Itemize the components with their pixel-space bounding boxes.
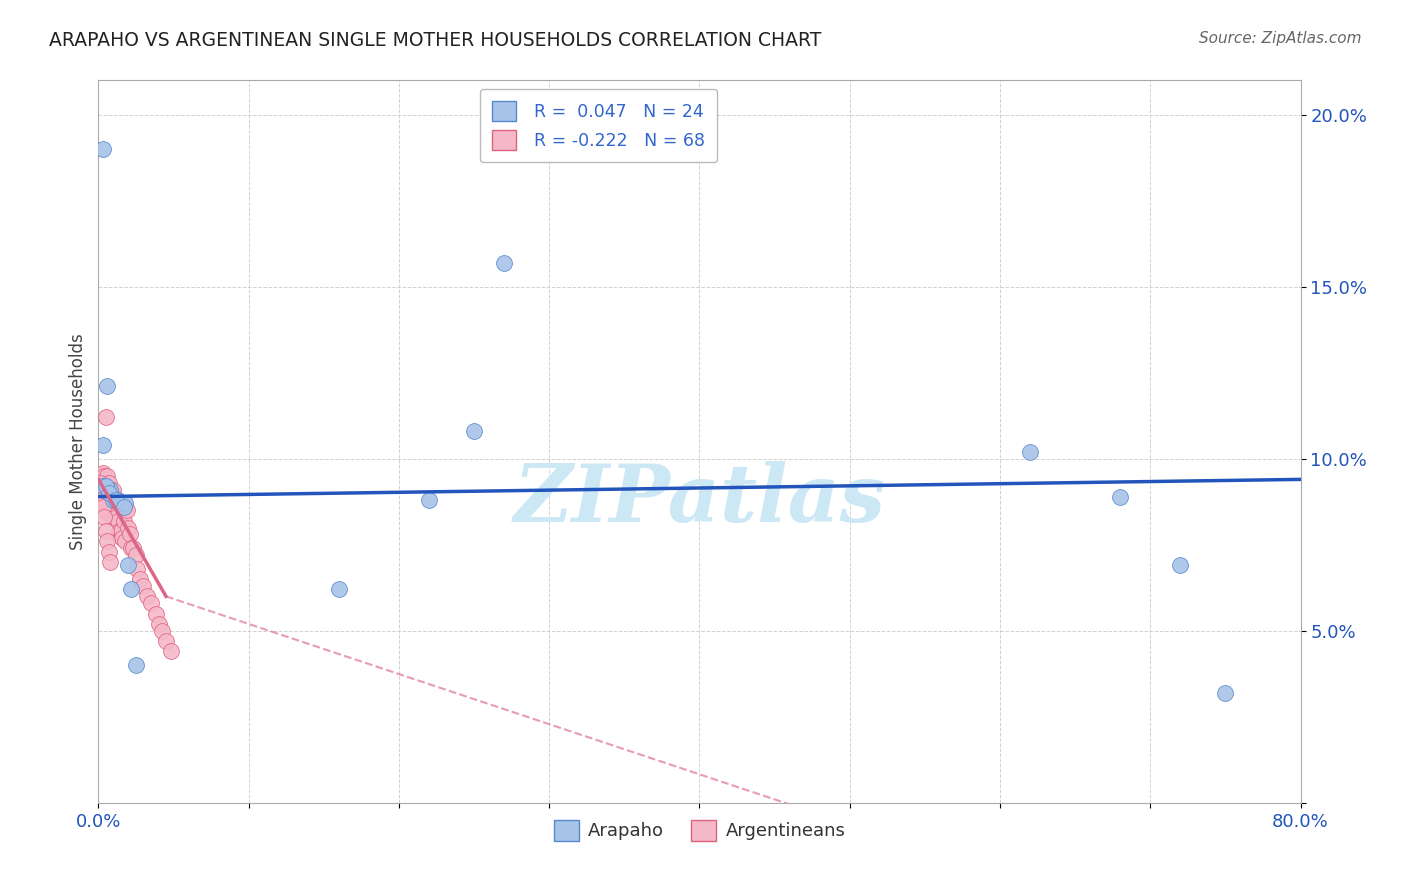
Point xyxy=(91,490,114,504)
Point xyxy=(107,493,129,508)
Point xyxy=(104,500,127,514)
Point xyxy=(1109,490,1132,504)
Point xyxy=(107,527,129,541)
Point xyxy=(89,475,111,490)
Point xyxy=(97,544,120,558)
Point xyxy=(135,590,157,604)
Point xyxy=(91,142,114,156)
Point xyxy=(105,493,128,508)
Y-axis label: Single Mother Households: Single Mother Households xyxy=(69,334,87,549)
Point xyxy=(118,527,141,541)
Point xyxy=(100,483,122,497)
Point xyxy=(93,510,115,524)
Point xyxy=(100,483,122,497)
Point xyxy=(1215,686,1237,700)
Point xyxy=(94,500,117,514)
Point xyxy=(96,493,118,508)
Point xyxy=(93,503,115,517)
Point xyxy=(89,493,111,508)
Point xyxy=(96,379,118,393)
Point xyxy=(94,524,117,538)
Point xyxy=(94,475,117,490)
Point xyxy=(103,483,125,497)
Point xyxy=(463,424,485,438)
Point xyxy=(97,475,120,490)
Point xyxy=(112,500,135,514)
Point xyxy=(91,500,114,514)
Point xyxy=(145,607,167,621)
Point xyxy=(96,503,118,517)
Point xyxy=(93,469,115,483)
Point xyxy=(93,479,115,493)
Point xyxy=(93,486,115,500)
Point xyxy=(125,548,148,562)
Point xyxy=(114,534,136,549)
Point xyxy=(114,496,136,510)
Point xyxy=(97,486,120,500)
Point xyxy=(89,479,111,493)
Point xyxy=(110,524,132,538)
Point xyxy=(110,496,132,510)
Point xyxy=(96,469,118,483)
Point xyxy=(97,500,120,514)
Point xyxy=(101,500,124,514)
Point xyxy=(91,479,114,493)
Point xyxy=(90,469,112,483)
Point xyxy=(91,496,114,510)
Point xyxy=(328,582,350,597)
Point xyxy=(100,507,122,521)
Point xyxy=(103,510,125,524)
Point xyxy=(127,562,149,576)
Point xyxy=(103,496,125,510)
Point xyxy=(111,531,134,545)
Point xyxy=(155,634,177,648)
Point xyxy=(105,510,128,524)
Point xyxy=(90,493,112,508)
Point xyxy=(1019,445,1042,459)
Point xyxy=(97,486,120,500)
Point xyxy=(101,486,124,500)
Text: ARAPAHO VS ARGENTINEAN SINGLE MOTHER HOUSEHOLDS CORRELATION CHART: ARAPAHO VS ARGENTINEAN SINGLE MOTHER HOU… xyxy=(49,31,821,50)
Point xyxy=(418,493,440,508)
Point xyxy=(1170,558,1192,573)
Point xyxy=(103,493,125,508)
Point xyxy=(96,534,118,549)
Point xyxy=(93,496,115,510)
Point xyxy=(91,503,114,517)
Point xyxy=(150,624,173,638)
Point xyxy=(115,503,138,517)
Point xyxy=(91,466,114,480)
Point xyxy=(90,486,112,500)
Point xyxy=(96,483,118,497)
Point xyxy=(494,255,516,269)
Point xyxy=(91,438,114,452)
Point xyxy=(122,541,145,556)
Point xyxy=(90,493,112,508)
Point xyxy=(112,514,135,528)
Point xyxy=(159,644,181,658)
Point xyxy=(94,479,117,493)
Point xyxy=(132,579,155,593)
Text: Source: ZipAtlas.com: Source: ZipAtlas.com xyxy=(1198,31,1361,46)
Point xyxy=(108,524,131,538)
Point xyxy=(117,558,139,573)
Point xyxy=(94,410,117,425)
Point xyxy=(91,483,114,497)
Point xyxy=(148,616,170,631)
Legend: Arapaho, Argentineans: Arapaho, Argentineans xyxy=(547,813,852,848)
Point xyxy=(125,658,148,673)
Point xyxy=(117,520,139,534)
Point xyxy=(121,541,143,556)
Point xyxy=(100,555,122,569)
Point xyxy=(139,596,162,610)
Point xyxy=(121,582,143,597)
Point xyxy=(91,475,114,490)
Point xyxy=(100,493,122,508)
Point xyxy=(107,514,129,528)
Point xyxy=(129,572,152,586)
Point xyxy=(94,490,117,504)
Text: ZIPatlas: ZIPatlas xyxy=(513,460,886,538)
